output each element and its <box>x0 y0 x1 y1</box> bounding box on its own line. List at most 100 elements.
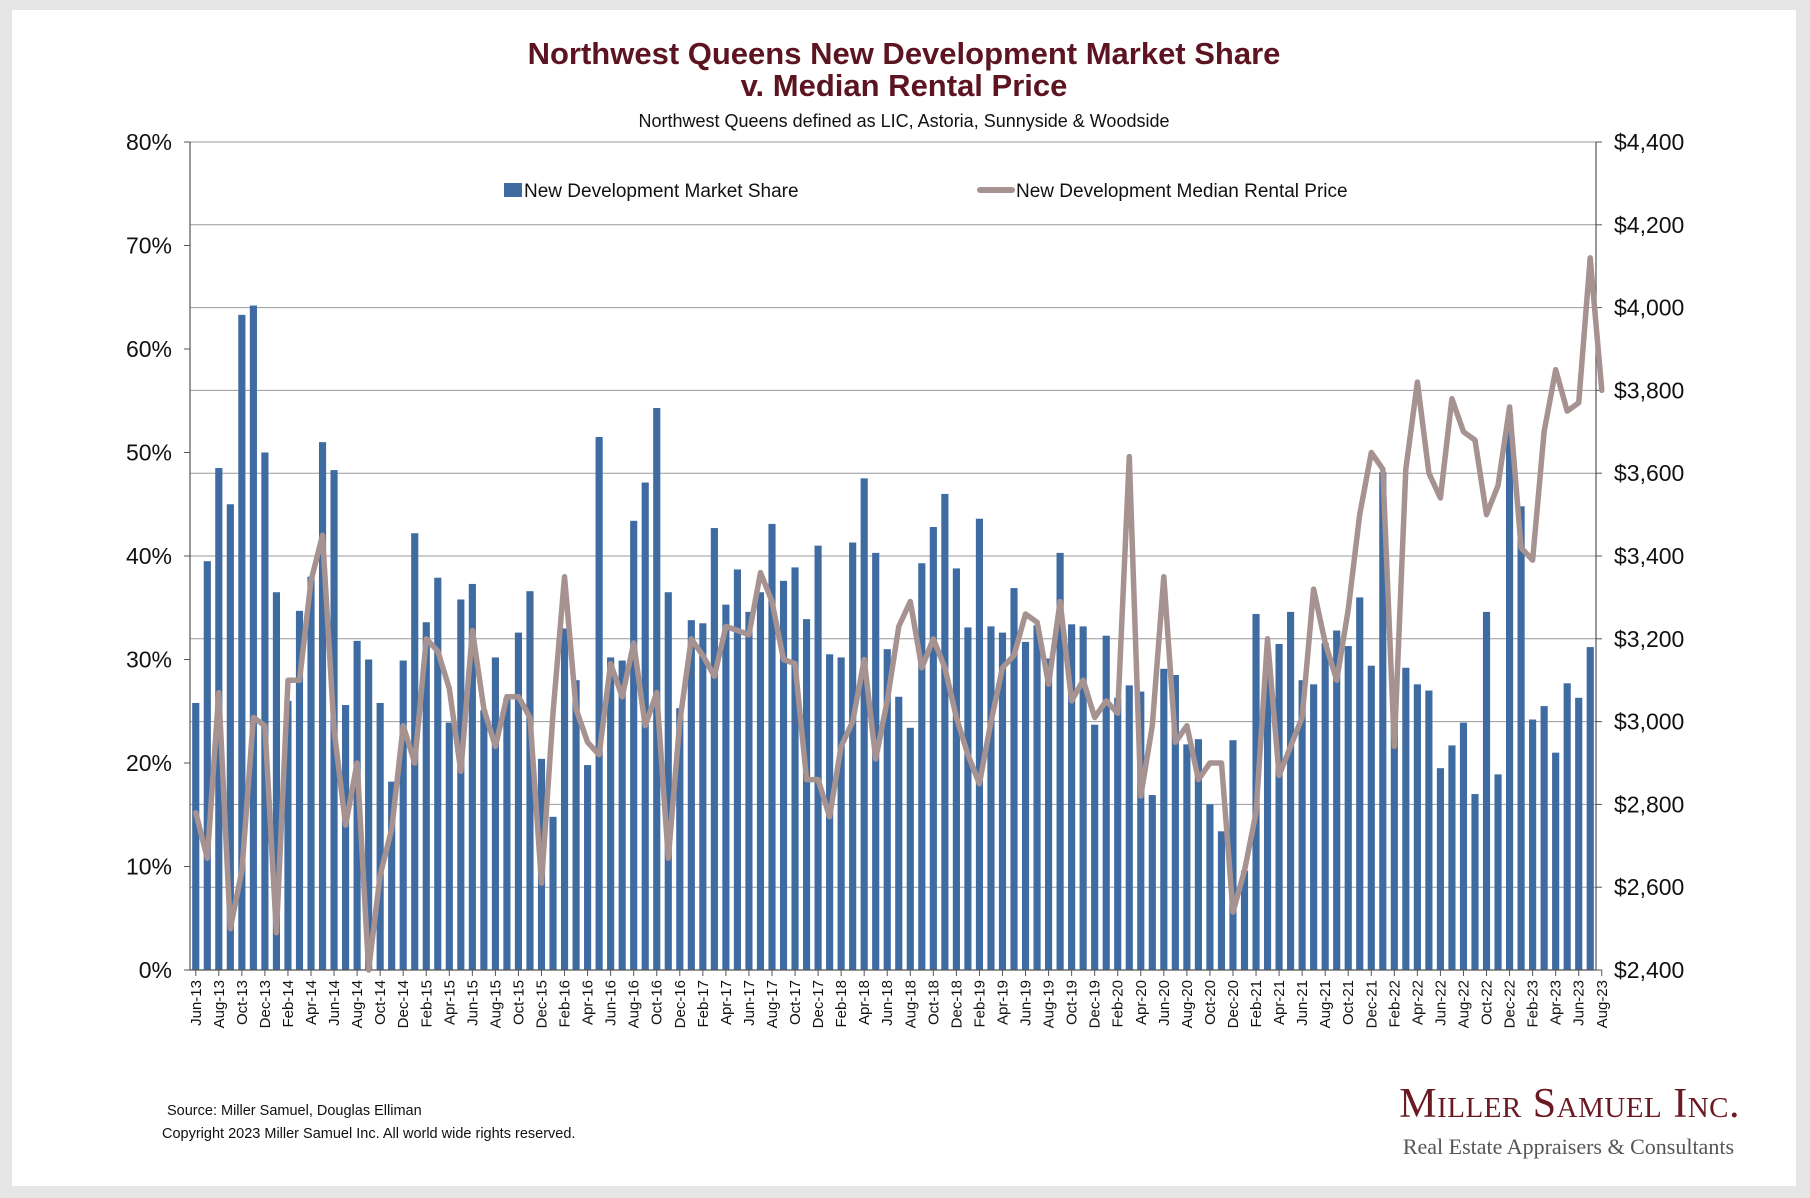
market-share-bar <box>975 518 984 970</box>
market-share-bar <box>1298 680 1306 970</box>
market-share-bar <box>849 542 857 970</box>
x-tick-label: Apr-15 <box>441 980 458 1025</box>
market-share-bar <box>1425 690 1433 970</box>
market-share-bar <box>457 599 465 970</box>
market-share-bar <box>1367 665 1375 970</box>
market-share-bar <box>756 592 765 970</box>
market-share-bar <box>607 657 615 970</box>
x-tick-label: Jun-22 <box>1432 980 1449 1026</box>
x-tick-label: Feb-19 <box>971 980 988 1028</box>
market-share-bar <box>342 705 350 970</box>
market-share-bar <box>791 567 799 970</box>
y-left-tick-label: 30% <box>126 647 172 673</box>
x-tick-label: Feb-15 <box>418 980 435 1028</box>
x-tick-label: Feb-16 <box>557 980 574 1028</box>
market-share-bar <box>802 619 811 970</box>
market-share-bar <box>1448 745 1456 970</box>
y-left-tick-label: 60% <box>126 336 172 362</box>
x-tick-label: Dec-14 <box>395 980 412 1028</box>
chart-frame: Northwest Queens New Development Market … <box>12 10 1796 1186</box>
x-tick-label: Aug-16 <box>626 980 643 1028</box>
market-share-bar <box>295 610 304 970</box>
y-left-tick-label: 70% <box>126 233 172 259</box>
y-right-tick-label: $3,800 <box>1614 377 1684 403</box>
market-share-bar <box>468 583 476 970</box>
source-note: Source: Miller Samuel, Douglas Elliman <box>167 1103 422 1119</box>
x-tick-label: Jun-14 <box>326 980 343 1026</box>
market-share-bar <box>422 622 430 970</box>
market-share-bar <box>1160 668 1168 970</box>
x-tick-label: Feb-17 <box>695 980 712 1028</box>
market-share-bar <box>445 722 453 970</box>
y-left-tick-label: 40% <box>126 543 172 569</box>
x-tick-label: Feb-23 <box>1525 980 1542 1028</box>
x-tick-label: Jun-20 <box>1156 980 1173 1026</box>
market-share-bar <box>376 702 384 970</box>
market-share-bar <box>1356 597 1364 970</box>
market-share-bar <box>618 660 626 970</box>
x-tick-label: Dec-22 <box>1502 980 1519 1028</box>
y-left-tick-label: 0% <box>139 957 172 983</box>
x-tick-label: Oct-15 <box>510 980 527 1025</box>
x-tick-label: Jun-13 <box>188 980 205 1026</box>
market-share-bar <box>1344 646 1352 970</box>
market-share-bar <box>514 632 523 970</box>
median-rent-line <box>193 255 1605 973</box>
chart-title-line-1: Northwest Queens New Development Market … <box>527 36 1281 71</box>
market-share-bar <box>952 568 960 970</box>
copyright-note: Copyright 2023 Miller Samuel Inc. All wo… <box>162 1126 576 1142</box>
x-tick-label: Apr-14 <box>303 980 320 1025</box>
x-tick-label: Feb-20 <box>1110 980 1127 1028</box>
market-share-bar <box>1529 719 1537 970</box>
market-share-bar <box>388 781 396 970</box>
market-share-bar <box>1137 691 1145 970</box>
y-left-tick-label: 80% <box>126 129 172 155</box>
market-share-bar <box>1482 611 1491 970</box>
market-share-bar <box>503 697 511 970</box>
x-tick-label: Jun-19 <box>1018 980 1035 1026</box>
x-tick-label: Oct-19 <box>1064 980 1081 1025</box>
x-tick-label: Oct-14 <box>372 980 389 1025</box>
market-share-bar <box>768 523 776 970</box>
company-logo-name: Miller Samuel Inc. <box>1399 1081 1740 1127</box>
y-right-tick-label: $2,800 <box>1614 791 1684 817</box>
market-share-bar <box>941 493 949 970</box>
y-right-tick-label: $4,400 <box>1614 129 1684 155</box>
market-share-bar <box>1321 642 1329 970</box>
market-share-bar <box>1379 472 1387 970</box>
y-right-tick-label: $3,000 <box>1614 709 1684 735</box>
market-share-bar <box>1459 722 1468 970</box>
market-share-bar <box>653 407 661 970</box>
market-share-bar <box>1390 722 1398 970</box>
x-tick-label: Apr-23 <box>1548 980 1565 1025</box>
market-share-bar <box>929 527 937 970</box>
market-share-bar <box>1402 667 1410 970</box>
market-share-bar <box>1494 774 1502 970</box>
x-tick-label: Dec-16 <box>672 980 689 1028</box>
y-right-tick-label: $2,400 <box>1614 957 1684 983</box>
market-share-bar <box>1413 684 1421 970</box>
x-tick-label: Apr-21 <box>1271 980 1288 1025</box>
chart-subtitle: Northwest Queens defined as LIC, Astoria… <box>638 111 1170 131</box>
market-share-bar <box>918 563 926 970</box>
x-tick-label: Oct-20 <box>1202 980 1219 1025</box>
market-share-bar <box>318 442 327 970</box>
x-tick-label: Apr-20 <box>1133 980 1150 1025</box>
market-share-bar <box>491 657 499 970</box>
market-share-bar <box>676 708 684 970</box>
market-share-bar <box>1505 414 1514 971</box>
y-right-tick-label: $2,600 <box>1614 874 1684 900</box>
market-share-bar <box>1275 643 1283 970</box>
company-logo-tagline: Real Estate Appraisers & Consultants <box>1402 1134 1734 1159</box>
market-share-bar <box>987 626 995 970</box>
x-tick-label: Jun-17 <box>741 980 758 1026</box>
market-share-bar <box>1171 675 1179 970</box>
x-tick-label: Aug-23 <box>1594 980 1611 1028</box>
market-share-bar <box>526 591 534 970</box>
x-tick-label: Jun-23 <box>1571 980 1588 1026</box>
market-share-bar <box>238 314 246 971</box>
market-share-bar <box>226 504 234 970</box>
market-share-bar <box>1263 666 1272 970</box>
market-share-bar <box>1333 630 1341 970</box>
market-share-bar <box>1045 658 1053 970</box>
